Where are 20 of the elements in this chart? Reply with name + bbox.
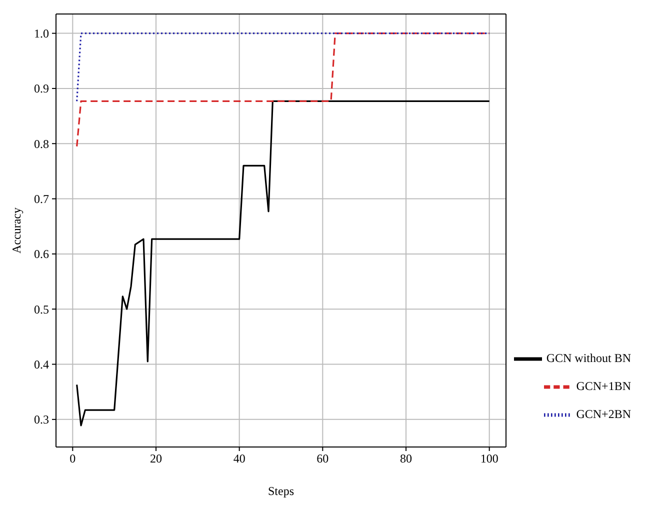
legend-label: GCN without BN [546,350,631,365]
y-tick-label: 0.7 [34,192,49,206]
y-tick-label: 0.3 [34,412,49,427]
x-tick-label: 40 [233,452,246,466]
x-tick-label: 20 [150,452,162,466]
legend-label: GCN+1BN [576,378,631,393]
legend-label: GCN+2BN [576,406,631,421]
y-tick-label: 0.9 [34,82,49,96]
x-tick-label: 80 [400,452,412,466]
line-series [76,100,490,426]
y-tick-label: 0.4 [34,358,49,372]
x-tick-label: 100 [480,452,498,466]
x-axis-title: Steps [268,484,294,498]
y-tick-label: 0.5 [34,302,49,316]
x-tick-label: 60 [316,452,329,466]
x-tick-label: 0 [70,452,76,466]
y-axis-title: Accuracy [9,208,24,254]
y-tick-label: 0.6 [34,247,49,262]
y-tick-label: 0.8 [34,136,49,151]
y-tick-label: 1.0 [34,26,49,41]
